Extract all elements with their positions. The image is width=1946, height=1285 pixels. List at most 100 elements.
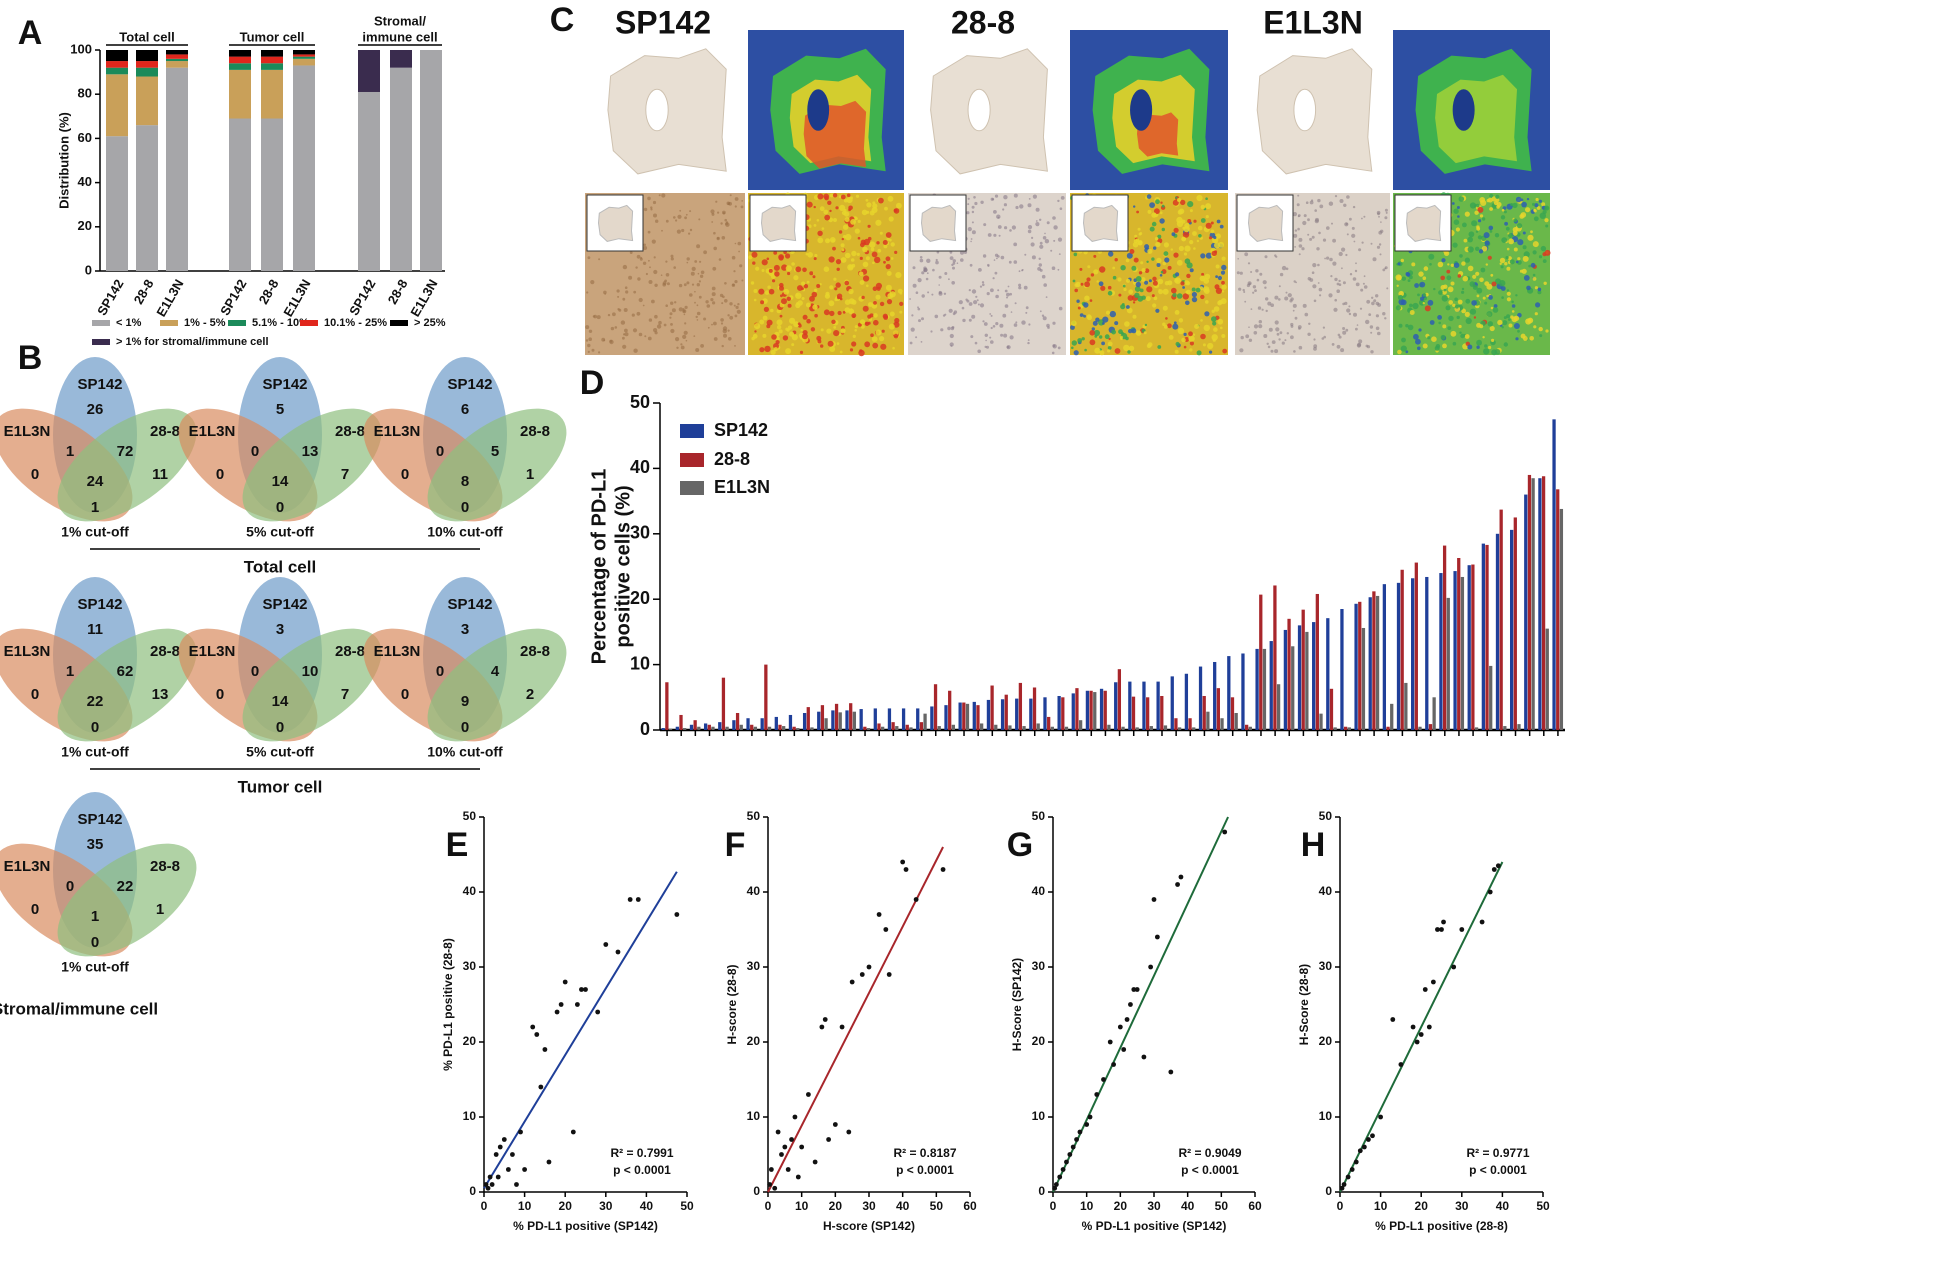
heatmap-dot [778, 255, 784, 261]
cell-dot [1021, 320, 1026, 325]
cell-dot [683, 283, 687, 287]
heatmap-dot [801, 281, 806, 286]
cell-dot [1252, 285, 1257, 289]
heatmap-dot [1525, 207, 1531, 213]
cell-dot [727, 314, 730, 317]
cell-dot [1027, 203, 1032, 208]
cell-dot [700, 344, 704, 348]
heatmap-dot [1149, 226, 1155, 232]
bar [1198, 666, 1203, 730]
heatmap-dot [1118, 329, 1123, 335]
y-tick-label: 0 [1325, 1184, 1332, 1198]
bar [1291, 646, 1295, 730]
heatmap-dot [1211, 309, 1215, 313]
cell-dot [622, 344, 627, 349]
point [1410, 1024, 1416, 1030]
bar [788, 714, 793, 730]
venn-count: 0 [31, 901, 39, 918]
bar [958, 702, 962, 730]
cell-dot [1274, 295, 1279, 300]
cell-dot [729, 302, 733, 306]
heatmap-dot [1112, 275, 1117, 280]
bar [838, 712, 842, 730]
heatmap-dot [1094, 347, 1101, 354]
venn-set [57, 628, 197, 742]
heatmap-dot [1070, 325, 1075, 330]
point [1353, 1159, 1359, 1165]
cell-dot [983, 223, 987, 227]
cell-dot [696, 283, 700, 287]
venn-set-label: E1L3N [4, 858, 51, 875]
x-axis-label: % PD-L1 positive (SP142) [1082, 1219, 1227, 1233]
cell-dot [927, 291, 930, 294]
heatmap-dot [1445, 305, 1451, 311]
heatmap-dot [850, 196, 853, 200]
heatmap-dot [879, 336, 885, 342]
heatmap-dot [1483, 348, 1490, 355]
heatmap-dot [834, 287, 838, 291]
venn-count: 4 [491, 663, 500, 680]
heatmap-dot [1417, 346, 1421, 351]
cell-dot [1313, 347, 1317, 351]
heatmap-dot [828, 300, 835, 307]
heatmap-dot [1461, 287, 1465, 291]
heatmap-dot [814, 313, 818, 318]
bar [1499, 509, 1503, 730]
heatmap-dot [1191, 287, 1196, 292]
cell-dot [995, 322, 999, 326]
heatmap-dot [1151, 212, 1157, 218]
cell-dot [1349, 217, 1352, 221]
cell-dot [617, 295, 620, 298]
cell-dot [697, 272, 700, 275]
cell-dot [940, 328, 944, 332]
cell-dot [689, 293, 693, 297]
heatmap-dot [753, 298, 757, 302]
cell-dot [638, 297, 643, 303]
cell-dot [1035, 222, 1040, 227]
bar [1135, 727, 1139, 730]
cell-dot [973, 196, 976, 199]
bar [703, 723, 708, 730]
point [1134, 987, 1140, 992]
point [1491, 867, 1497, 872]
heatmap-dot [836, 267, 840, 271]
heatmap-dot [1475, 230, 1479, 233]
heatmap-dot [1520, 198, 1524, 202]
cell-dot [713, 321, 717, 326]
venn-count: 8 [461, 473, 469, 490]
venn-set-label: SP142 [447, 596, 492, 613]
venn-count: 0 [401, 686, 409, 703]
cell-dot [675, 219, 678, 222]
y-tick-label: 10 [630, 653, 650, 673]
cell-dot [721, 302, 724, 305]
bar [1340, 609, 1344, 730]
cell-dot [686, 281, 690, 285]
cell-dot [648, 259, 650, 262]
venn-set-label: 28-8 [150, 643, 180, 660]
heatmap-dot [1537, 290, 1542, 295]
heatmap-dot [1161, 227, 1166, 232]
heatmap-dot [1200, 333, 1206, 340]
heatmap-hole [1452, 89, 1475, 131]
x-tick-label: 10 [518, 1199, 532, 1213]
y-tick-label: 20 [78, 218, 92, 233]
heatmap-dot [1089, 339, 1096, 346]
heatmap-dot [1533, 325, 1537, 329]
bar [1319, 713, 1323, 730]
bar [1326, 618, 1330, 730]
heatmap-dot [1174, 278, 1179, 283]
cell-dot [1315, 217, 1319, 222]
cell-dot [971, 205, 975, 209]
cell-dot [1311, 199, 1314, 202]
heatmap-dot [1422, 343, 1428, 349]
heatmap-dot [1532, 277, 1537, 281]
cell-dot [1059, 207, 1063, 210]
bar [834, 703, 839, 730]
heatmap-dot [1479, 277, 1484, 283]
heatmap-dot [1195, 287, 1201, 293]
heatmap-dot [1108, 251, 1114, 257]
cell-dot [1365, 319, 1370, 325]
point [1094, 1092, 1100, 1097]
bar-segment [166, 54, 188, 59]
heatmap-dot [1126, 305, 1130, 309]
